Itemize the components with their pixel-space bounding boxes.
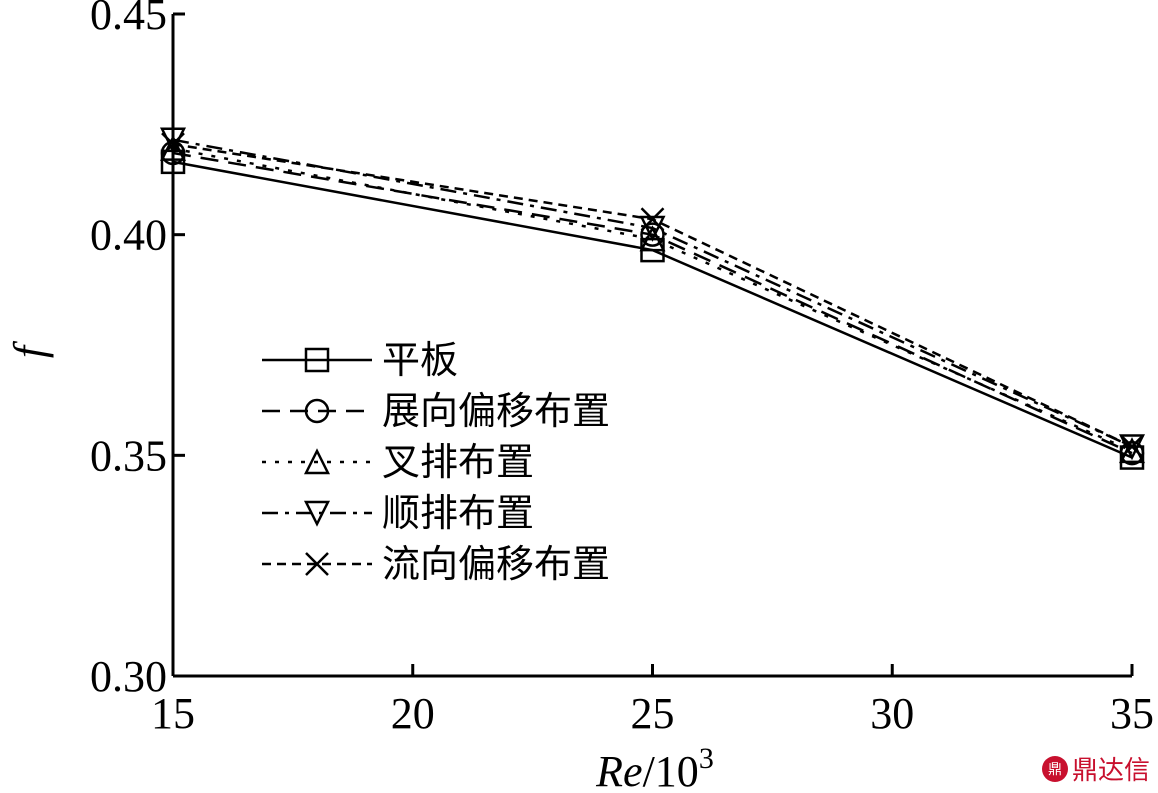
x-tick-label: 35 xyxy=(1110,689,1154,738)
watermark-text: 鼎达信 xyxy=(1071,756,1150,786)
series-line xyxy=(172,151,1133,455)
x-axis-title: Re/103 xyxy=(595,742,714,793)
series-line xyxy=(172,138,1133,448)
legend-label: 流向偏移布置 xyxy=(382,542,610,586)
legend-label: 叉排布置 xyxy=(382,440,534,484)
x-tick-label: 25 xyxy=(631,689,675,738)
legend-label: 平板 xyxy=(382,338,458,382)
legend-item: 平板 xyxy=(262,338,458,382)
series-1 xyxy=(160,140,1145,466)
data-point xyxy=(160,140,186,166)
data-point xyxy=(640,207,665,232)
series-3 xyxy=(159,127,1146,461)
watermark: 鼎 鼎达信 xyxy=(1041,750,1150,787)
x-tick-label: 30 xyxy=(870,689,914,738)
data-point xyxy=(1120,434,1144,459)
data-point xyxy=(640,222,665,247)
data-point xyxy=(1118,434,1146,461)
legend-label: 顺排布置 xyxy=(382,491,534,535)
series-4 xyxy=(161,132,1144,459)
y-tick-label: 0.30 xyxy=(90,652,167,701)
series-0 xyxy=(160,149,1145,470)
legend-item: 展向偏移布置 xyxy=(262,389,610,433)
series-line xyxy=(172,160,1133,459)
y-tick-label: 0.45 xyxy=(90,0,167,39)
y-axis-title: f xyxy=(5,340,54,358)
series-line xyxy=(172,147,1133,453)
y-tick-label: 0.40 xyxy=(90,211,167,260)
legend-marker xyxy=(305,552,329,576)
x-tick-label: 15 xyxy=(151,689,195,738)
legend-item: 顺排布置 xyxy=(262,491,534,535)
data-point xyxy=(639,215,666,242)
legend-marker xyxy=(303,500,331,527)
series-layer xyxy=(159,127,1146,470)
legend-item: 叉排布置 xyxy=(262,440,534,484)
legend-marker xyxy=(303,448,331,475)
watermark-logo-icon: 鼎 xyxy=(1041,755,1068,782)
legend-label: 展向偏移布置 xyxy=(382,389,610,433)
legend-marker xyxy=(304,347,330,373)
x-tick-label: 20 xyxy=(391,689,435,738)
data-point xyxy=(161,132,185,157)
legend-item: 流向偏移布置 xyxy=(262,542,610,586)
legend-marker xyxy=(304,398,330,424)
data-point xyxy=(639,225,666,252)
y-tick-label: 0.35 xyxy=(90,431,167,480)
